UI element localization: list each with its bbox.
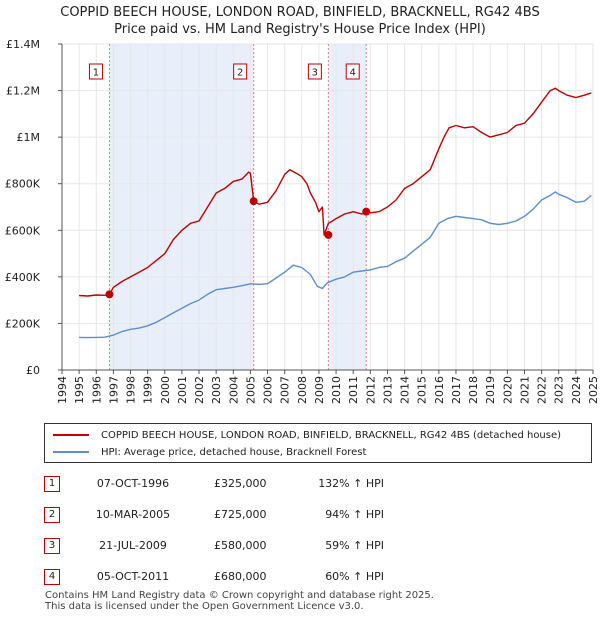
sale-date: 21-JUL-2009 [99,539,167,552]
y-tick-label: £800K [5,178,41,191]
sale-number-box [233,63,248,80]
series-lines [79,87,592,339]
sale-number-label: 2 [237,68,243,79]
x-tick-label: 2002 [193,376,206,404]
sale-number-box [307,63,322,80]
sale-date: 07-OCT-1996 [96,477,170,490]
x-tick-label: 2021 [518,376,531,404]
sale-price: £580,000 [214,539,267,552]
x-tick-label: 2023 [553,376,566,404]
legend-label-property: COPPID BEECH HOUSE, LONDON ROAD, BINFIEL… [101,429,562,441]
x-tick-label: 1996 [90,376,103,404]
x-tick-label: 1995 [73,376,86,404]
x-tick-label: 2012 [364,376,377,404]
sale-price: £325,000 [214,477,267,490]
sale-number-box [88,63,103,80]
footer-copyright: Contains HM Land Registry data © Crown c… [45,590,434,601]
x-tick-label: 2003 [210,376,223,404]
x-tick-label: 2006 [262,376,275,404]
sale-row: 4 05-OCT-2011 £680,000 60% ↑ HPI [44,567,464,587]
axes: £0 £200K £400K £600K £800K £1M £1.2M £1.4M 1994 1… [5,38,600,404]
x-tick-label: 2009 [313,376,326,404]
footer: Contains HM Land Registry data © Crown c… [45,590,434,612]
x-tick-label: 2008 [296,376,309,404]
y-tick-label: £1.2M [6,85,40,98]
legend-label-hpi: HPI: Average price, detached house, Brac… [101,446,367,458]
sale-point [105,290,114,299]
property-price-line [79,87,592,297]
x-tick-label: 2019 [484,376,497,404]
x-tick-label: 1997 [107,376,120,404]
sale-number-label: 4 [350,68,356,79]
x-tick-label: 2000 [159,376,172,404]
x-tick-label: 2004 [227,376,240,404]
sale-date: 05-OCT-2011 [96,570,170,583]
sale-point [362,207,371,216]
sale-hpi-change: 59% ↑ HPI [325,539,384,552]
x-tick-label: 2025 [587,376,600,404]
price-chart: £0 £200K £400K £600K £800K £1M £1.2M £1.4M 1994 1… [5,38,600,404]
sale-number-labels: 1 2 3 4 [88,63,360,80]
sale-row: 2 10-MAR-2005 £725,000 94% ↑ HPI [44,505,464,525]
x-tick-label: 1994 [56,376,69,404]
x-tick-label: 2018 [467,376,480,404]
hpi-line [79,191,592,339]
sale-row: 1 07-OCT-1996 £325,000 132% ↑ HPI [44,474,464,494]
sale-price: £680,000 [214,570,267,583]
x-tick-label: 2001 [176,376,189,404]
sale-number-box [345,63,360,80]
sale-date: 10-MAR-2005 [95,508,171,521]
shaded-range [328,44,367,370]
x-tick-label: 1999 [142,376,155,404]
y-tick-label: £600K [5,224,41,237]
sale-points [105,197,371,299]
sale-number-badge: 1 [44,476,60,492]
x-tick-label: 2016 [433,376,446,404]
sale-row: 3 21-JUL-2009 £580,000 59% ↑ HPI [44,536,464,556]
legend-item-hpi: HPI: Average price, detached house, Brac… [53,444,366,460]
sale-point [324,230,333,239]
chart-title-line1: COPPID BEECH HOUSE, LONDON ROAD, BINFIEL… [60,5,540,20]
sale-number-badge: 2 [44,507,60,523]
x-tick-label: 2022 [536,376,549,404]
x-tick-label: 2024 [570,376,583,404]
y-tick-label: £200K [5,317,41,330]
sale-number-badge: 4 [44,569,60,585]
sale-point [249,197,258,206]
sale-hpi-change: 60% ↑ HPI [325,570,384,583]
x-tick-label: 2013 [381,376,394,404]
x-tick-label: 2015 [416,376,429,404]
x-tick-label: 1998 [125,376,138,404]
x-tick-label: 2011 [347,376,360,404]
sale-price: £725,000 [214,508,267,521]
legend-item-property: COPPID BEECH HOUSE, LONDON ROAD, BINFIEL… [53,427,561,443]
sale-hpi-change: 132% ↑ HPI [318,477,384,490]
x-tick-label: 2005 [244,376,257,404]
chart-subtitle: Price paid vs. HM Land Registry's House … [114,22,486,37]
x-tick-label: 2020 [501,376,514,404]
y-tick-label: £0 [26,364,40,377]
footer-licence: This data is licensed under the Open Gov… [45,601,364,612]
x-tick-label: 2017 [450,376,463,404]
y-tick-label: £1M [17,131,41,144]
y-tick-label: £1.4M [6,38,40,51]
x-tick-label: 2010 [330,376,343,404]
legend-swatch-hpi [53,451,89,453]
grid-lines [61,43,594,371]
x-tick-label: 2014 [399,376,412,404]
sale-number-label: 3 [312,68,318,79]
chart-title: COPPID BEECH HOUSE, LONDON ROAD, BINFIEL… [0,4,600,38]
legend: COPPID BEECH HOUSE, LONDON ROAD, BINFIEL… [44,423,592,463]
sale-number-label: 1 [93,68,99,79]
sale-number-badge: 3 [44,538,60,554]
sale-hpi-change: 94% ↑ HPI [325,508,384,521]
y-tick-label: £400K [5,271,41,284]
legend-swatch-property [53,434,89,436]
x-tick-label: 2007 [279,376,292,404]
